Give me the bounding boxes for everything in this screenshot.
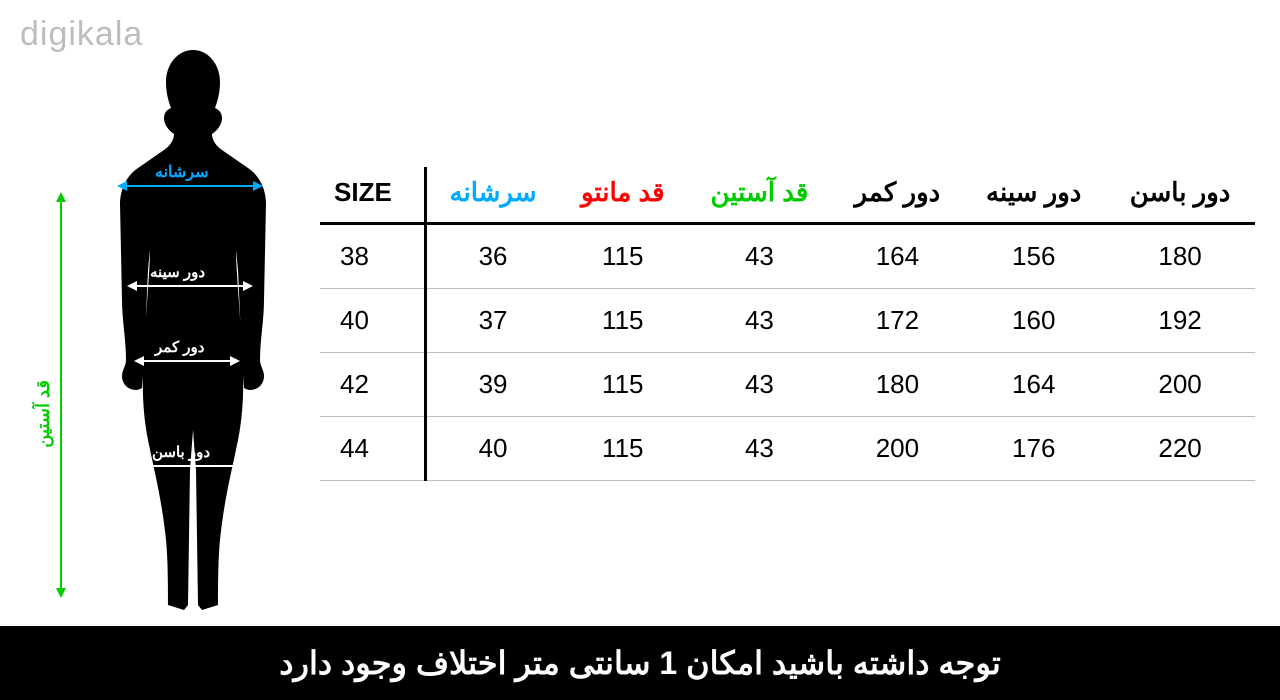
table-cell: 43 <box>686 224 832 289</box>
waist-measure-line <box>142 360 232 362</box>
shoulder-label: سرشانه <box>155 162 209 182</box>
table-cell: 40 <box>320 289 425 353</box>
table-cell: 115 <box>559 289 686 353</box>
hip-measure-line <box>130 465 250 467</box>
table-cell: 220 <box>1105 417 1255 481</box>
column-header: سرشانه <box>425 167 559 224</box>
table-body: 3836115431641561804037115431721601924239… <box>320 224 1255 481</box>
size-table: SIZEسرشانهقد مانتوقد آستیندور کمردور سین… <box>320 167 1255 481</box>
table-cell: 43 <box>686 417 832 481</box>
table-cell: 42 <box>320 353 425 417</box>
table-cell: 115 <box>559 224 686 289</box>
footer-note: توجه داشته باشید امکان 1 سانتی متر اختلا… <box>0 626 1280 700</box>
table-cell: 44 <box>320 417 425 481</box>
waist-label: دور کمر <box>155 338 204 356</box>
size-table-container: SIZEسرشانهقد مانتوقد آستیندور کمردور سین… <box>320 167 1255 481</box>
column-header: قد مانتو <box>559 167 686 224</box>
shoulder-measure-line <box>125 185 255 187</box>
table-cell: 37 <box>425 289 559 353</box>
table-cell: 192 <box>1105 289 1255 353</box>
table-cell: 43 <box>686 289 832 353</box>
table-cell: 200 <box>832 417 962 481</box>
body-diagram: قد آستین سرشانه دور سینه دور کمر دور باس… <box>30 50 310 610</box>
column-header: دور کمر <box>832 167 962 224</box>
logo: digikala <box>20 15 143 54</box>
table-cell: 160 <box>962 289 1105 353</box>
table-row: 383611543164156180 <box>320 224 1255 289</box>
table-cell: 176 <box>962 417 1105 481</box>
table-cell: 156 <box>962 224 1105 289</box>
table-cell: 200 <box>1105 353 1255 417</box>
table-cell: 115 <box>559 353 686 417</box>
table-cell: 164 <box>832 224 962 289</box>
table-header: SIZEسرشانهقد مانتوقد آستیندور کمردور سین… <box>320 167 1255 224</box>
table-cell: 39 <box>425 353 559 417</box>
table-cell: 38 <box>320 224 425 289</box>
table-row: 423911543180164200 <box>320 353 1255 417</box>
table-cell: 180 <box>1105 224 1255 289</box>
bust-measure-line <box>135 285 245 287</box>
silhouette-icon <box>108 50 278 610</box>
table-cell: 40 <box>425 417 559 481</box>
hip-label: دور باسن <box>152 443 210 461</box>
sleeve-measure-line <box>60 200 62 590</box>
table-cell: 115 <box>559 417 686 481</box>
column-header: قد آستین <box>686 167 832 224</box>
table-cell: 172 <box>832 289 962 353</box>
column-header: SIZE <box>320 167 425 224</box>
table-row: 403711543172160192 <box>320 289 1255 353</box>
table-row: 444011543200176220 <box>320 417 1255 481</box>
table-cell: 180 <box>832 353 962 417</box>
column-header: دور باسن <box>1105 167 1255 224</box>
column-header: دور سینه <box>962 167 1105 224</box>
table-cell: 164 <box>962 353 1105 417</box>
table-cell: 43 <box>686 353 832 417</box>
sleeve-label: قد آستین <box>32 380 54 448</box>
table-cell: 36 <box>425 224 559 289</box>
bust-label: دور سینه <box>150 263 205 281</box>
